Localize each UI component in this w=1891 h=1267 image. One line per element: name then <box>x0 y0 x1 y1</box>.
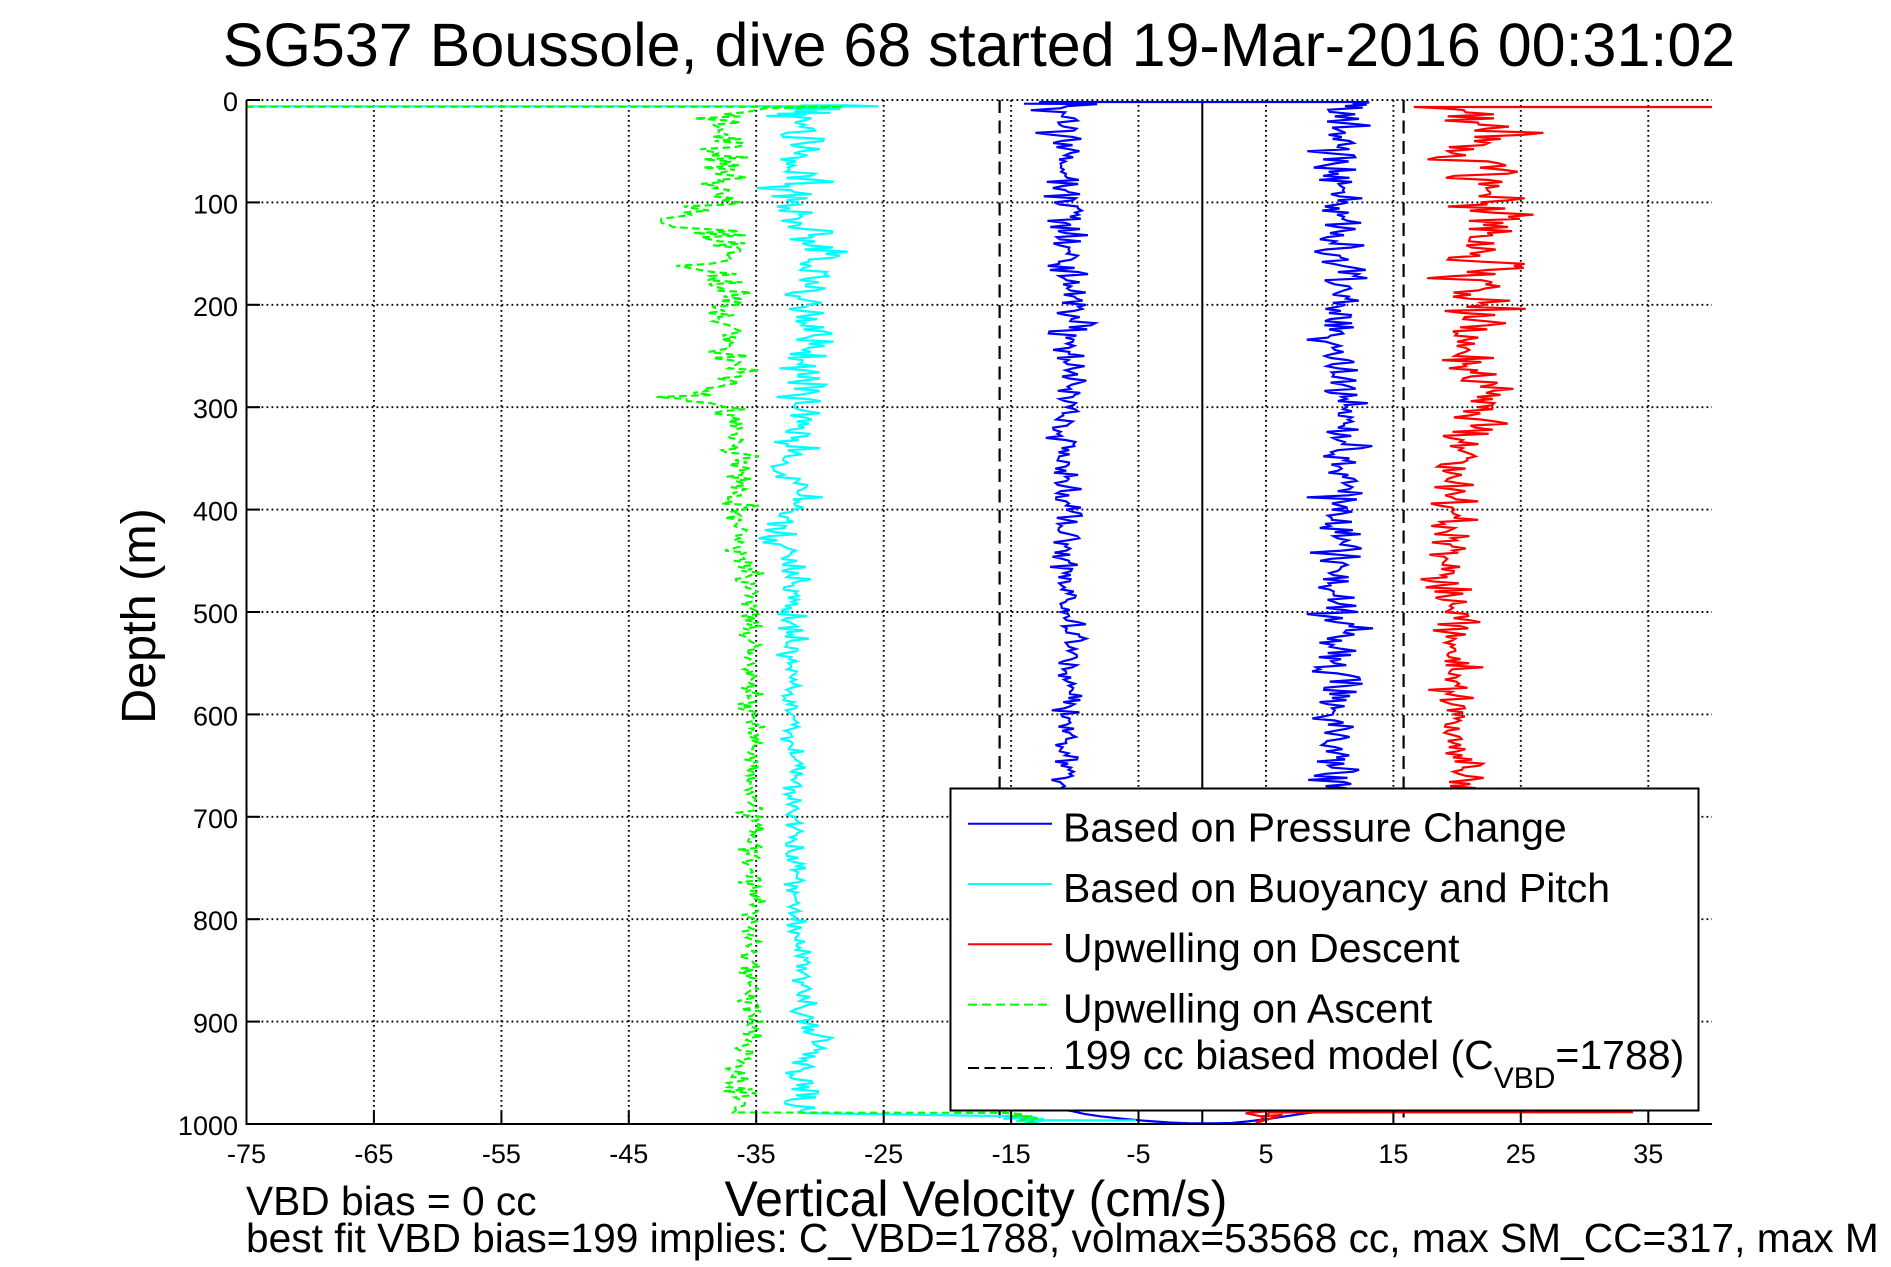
svg-text:1000: 1000 <box>178 1111 238 1141</box>
svg-text:Upwelling on Descent: Upwelling on Descent <box>1063 925 1460 971</box>
svg-text:15: 15 <box>1378 1139 1408 1169</box>
svg-text:best fit VBD bias=199 implies:: best fit VBD bias=199 implies: C_VBD=178… <box>246 1215 1879 1261</box>
svg-text:-75: -75 <box>227 1139 266 1169</box>
svg-text:100: 100 <box>193 189 238 219</box>
svg-text:-55: -55 <box>482 1139 521 1169</box>
svg-text:-15: -15 <box>992 1139 1031 1169</box>
svg-text:5: 5 <box>1258 1139 1273 1169</box>
svg-text:-35: -35 <box>737 1139 776 1169</box>
svg-text:35: 35 <box>1633 1139 1663 1169</box>
svg-text:-65: -65 <box>354 1139 393 1169</box>
svg-text:-5: -5 <box>1126 1139 1150 1169</box>
svg-text:400: 400 <box>193 497 238 527</box>
svg-text:800: 800 <box>193 906 238 936</box>
svg-text:500: 500 <box>193 599 238 629</box>
svg-text:Vertical Velocity (cm/s): Vertical Velocity (cm/s) <box>725 1171 1228 1227</box>
svg-text:900: 900 <box>193 1009 238 1039</box>
svg-text:Based on Buoyancy and Pitch: Based on Buoyancy and Pitch <box>1063 865 1610 911</box>
svg-text:Upwelling on Ascent: Upwelling on Ascent <box>1063 985 1433 1031</box>
svg-text:Depth (m): Depth (m) <box>112 508 166 724</box>
svg-text:Based on Pressure Change: Based on Pressure Change <box>1063 805 1567 851</box>
svg-text:-45: -45 <box>609 1139 648 1169</box>
svg-text:600: 600 <box>193 701 238 731</box>
svg-text:0: 0 <box>223 87 238 117</box>
svg-text:300: 300 <box>193 394 238 424</box>
svg-text:VBD bias = 0 cc: VBD bias = 0 cc <box>246 1178 537 1224</box>
svg-text:200: 200 <box>193 292 238 322</box>
svg-text:25: 25 <box>1506 1139 1536 1169</box>
svg-text:700: 700 <box>193 804 238 834</box>
svg-text:-25: -25 <box>864 1139 903 1169</box>
svg-text:SG537 Boussole, dive 68 starte: SG537 Boussole, dive 68 started 19-Mar-2… <box>223 11 1735 79</box>
